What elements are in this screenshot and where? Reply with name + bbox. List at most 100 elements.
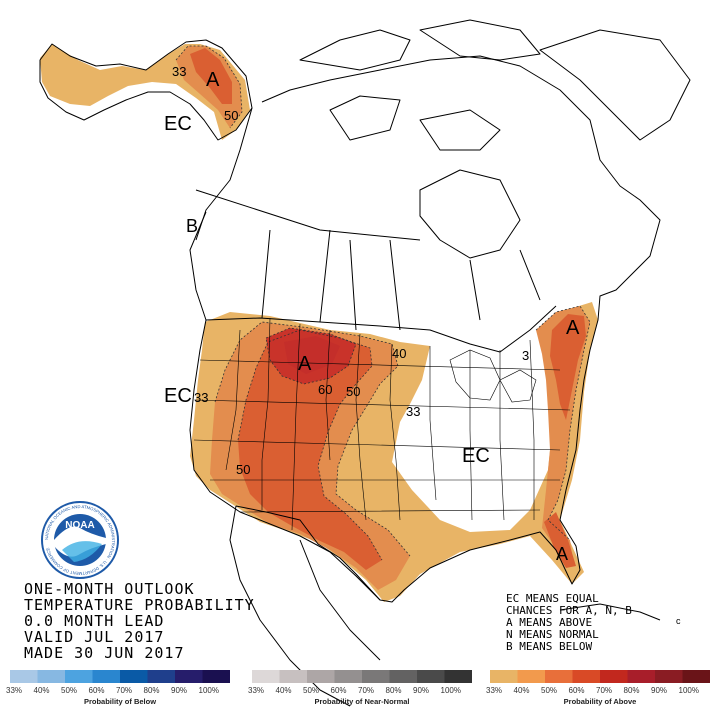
contour-ne-3: 3 xyxy=(522,348,529,363)
colorbar-swatch xyxy=(252,670,280,683)
cuba-outline xyxy=(559,603,661,621)
us-canada-border xyxy=(205,305,557,353)
title-line2: TEMPERATURE PROBABILITY xyxy=(24,596,255,614)
title-line5: MADE 30 JUN 2017 xyxy=(24,644,185,662)
colorbar-tick-label: 33% xyxy=(486,686,502,695)
colorbar-1: 33% 40% 50% 60% 70% 80% 90% 100% Probability of … xyxy=(248,670,472,706)
colorbar-tick-label: 60% xyxy=(569,686,585,695)
colorbar-swatch xyxy=(682,670,710,683)
colorbar-tick-label: 100% xyxy=(199,686,219,695)
arctic-islands xyxy=(299,19,691,151)
colorbar-swatch xyxy=(572,670,600,683)
colorbar-tick-label: 33% xyxy=(248,686,264,695)
plains-above-60-region xyxy=(266,328,356,384)
colorbar-swatch xyxy=(120,670,148,683)
a-florida-label: A xyxy=(556,544,568,564)
state-boundaries xyxy=(193,317,571,531)
mexico-outline xyxy=(229,505,381,707)
title-line4: VALID JUL 2017 xyxy=(24,628,164,646)
b-label: B xyxy=(186,216,198,236)
colorbar-tick-label: 40% xyxy=(276,686,292,695)
outlook-title-block: ONE-MONTH OUTLOOK TEMPERATURE PROBABILIT… xyxy=(24,580,255,662)
ec-alaska-label: EC xyxy=(164,113,192,135)
a-alaska-label: A xyxy=(206,69,220,91)
probability-colorbars: 33% 40% 50% 60% 70% 80% 90% 100% Probability of … xyxy=(6,670,710,706)
colorbar-swatch xyxy=(307,670,335,683)
noaa-logo: NOAA NATIONAL OCEANIC AND ATMOSPHERIC AD… xyxy=(41,501,119,579)
colorbar-swatch xyxy=(627,670,655,683)
colorbar-tick-label: 80% xyxy=(386,686,402,695)
canada-province-lines xyxy=(195,189,541,331)
colorbar-tick-label: 90% xyxy=(413,686,429,695)
a-plains-label: A xyxy=(298,353,312,375)
colorbar-swatch xyxy=(389,670,417,683)
colorbar-tick-label: 50% xyxy=(61,686,77,695)
legend-line5: B MEANS BELOW xyxy=(506,640,592,653)
contour-west-50: 50 xyxy=(236,462,250,477)
colorbar-swatch xyxy=(444,670,472,683)
ec-west-label: EC xyxy=(164,385,192,407)
colorbar-swatch xyxy=(490,670,518,683)
colorbar-tick-label: 90% xyxy=(651,686,667,695)
colorbar-tick-label: 100% xyxy=(679,686,699,695)
colorbar-tick-label: 80% xyxy=(144,686,160,695)
title-line3: 0.0 MONTH LEAD xyxy=(24,612,164,630)
alaska-above-50-region xyxy=(190,48,232,104)
colorbar-tick-label: 60% xyxy=(89,686,105,695)
colorbar-tick-label: 50% xyxy=(303,686,319,695)
contour-plains-60: 60 xyxy=(318,382,332,397)
c-mark-label: c xyxy=(676,616,681,626)
colorbar-2: 33% 40% 50% 60% 70% 80% 90% 100% Probability of … xyxy=(486,670,710,706)
colorbar-swatch xyxy=(600,670,628,683)
colorbar-swatch xyxy=(655,670,683,683)
colorbar-tick-label: 70% xyxy=(596,686,612,695)
colorbar-tick-label: 60% xyxy=(331,686,347,695)
colorbar-swatch xyxy=(362,670,390,683)
contour-alaska-50: 50 xyxy=(224,108,238,123)
colorbar-swatch xyxy=(92,670,120,683)
legend-line3: A MEANS ABOVE xyxy=(506,616,592,629)
colorbar-tick-label: 90% xyxy=(171,686,187,695)
colorbar-tick-label: 80% xyxy=(624,686,640,695)
colorbar-swatch xyxy=(10,670,38,683)
colorbar-swatch xyxy=(65,670,93,683)
legend-line2: CHANCES FOR A, N, B xyxy=(506,604,632,617)
contour-lines xyxy=(175,45,591,561)
contour-plains-50: 50 xyxy=(346,384,360,399)
colorbar-tick-label: 70% xyxy=(116,686,132,695)
colorbar-tick-label: 70% xyxy=(358,686,374,695)
colorbar-swatch xyxy=(417,670,445,683)
colorbar-tick-label: 100% xyxy=(441,686,461,695)
colorbar-tick-label: 50% xyxy=(541,686,557,695)
colorbar-caption: Probability of Above xyxy=(564,697,637,706)
colorbar-tick-label: 33% xyxy=(6,686,22,695)
colorbar-swatch xyxy=(37,670,65,683)
map-labels: EC A B EC A EC A A c xyxy=(164,69,681,626)
colorbar-swatch xyxy=(279,670,307,683)
legend-line4: N MEANS NORMAL xyxy=(506,628,599,641)
alaska-above-40-region xyxy=(176,46,242,128)
colorbar-swatch xyxy=(517,670,545,683)
contour-plains-40: 40 xyxy=(392,346,406,361)
colorbar-swatch xyxy=(334,670,362,683)
colorbar-swatch xyxy=(545,670,573,683)
colorbar-caption: Probability of Near-Normal xyxy=(314,697,409,706)
colorbar-0: 33% 40% 50% 60% 70% 80% 90% 100% Probability of … xyxy=(6,670,230,706)
colorbar-tick-label: 40% xyxy=(34,686,50,695)
legend-explanation: EC MEANS EQUAL CHANCES FOR A, N, B A MEA… xyxy=(506,592,632,653)
contour-central-33: 33 xyxy=(406,404,420,419)
a-northeast-label: A xyxy=(566,317,580,339)
hudson-bay-outline xyxy=(419,169,521,259)
legend-line1: EC MEANS EQUAL xyxy=(506,592,599,605)
contour-value-labels: 33 50 33 50 60 50 40 33 3 xyxy=(172,64,529,477)
colorbar-swatch xyxy=(175,670,203,683)
colorbar-swatch xyxy=(202,670,230,683)
noaa-logo-name: NOAA xyxy=(65,520,94,531)
colorbar-tick-label: 40% xyxy=(514,686,530,695)
colorbar-caption: Probability of Below xyxy=(84,697,156,706)
continent-outline xyxy=(189,55,661,603)
colorbar-swatch xyxy=(147,670,175,683)
ec-central-label: EC xyxy=(462,445,490,467)
contour-alaska-33: 33 xyxy=(172,64,186,79)
